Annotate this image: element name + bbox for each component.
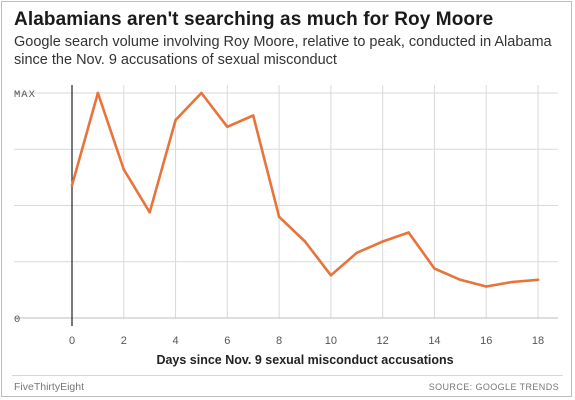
data-point bbox=[407, 231, 410, 234]
x-tick-label: 4 bbox=[172, 335, 178, 347]
x-tick-label: 0 bbox=[69, 335, 75, 347]
x-axis-title: Days since Nov. 9 sexual misconduct accu… bbox=[156, 353, 453, 367]
data-point bbox=[96, 91, 100, 95]
y-tick-label: 0 bbox=[14, 314, 21, 326]
source-label: SOURCE: GOOGLE TRENDS bbox=[428, 382, 559, 392]
brand-label: FiveThirtyEight bbox=[14, 381, 85, 393]
data-point bbox=[433, 267, 436, 270]
data-point bbox=[277, 215, 281, 219]
data-point bbox=[148, 210, 151, 214]
x-tick-label: 16 bbox=[480, 335, 492, 347]
data-point bbox=[484, 285, 488, 288]
data-point bbox=[303, 240, 307, 243]
data-point bbox=[174, 118, 177, 122]
data-point bbox=[251, 114, 255, 117]
data-point bbox=[226, 125, 229, 129]
series-line bbox=[70, 91, 540, 288]
x-tick-label: 18 bbox=[532, 335, 544, 347]
x-tick-label: 8 bbox=[276, 335, 282, 347]
chart-subtitle: Google search volume involving Roy Moore… bbox=[14, 34, 552, 68]
data-point bbox=[329, 273, 333, 277]
data-point bbox=[510, 280, 514, 284]
x-tick-label: 14 bbox=[428, 335, 440, 347]
data-point bbox=[381, 240, 384, 243]
x-tick-label: 6 bbox=[224, 335, 230, 347]
y-tick-label: MAX bbox=[14, 89, 36, 101]
data-point bbox=[70, 183, 74, 187]
footer-divider bbox=[12, 375, 563, 376]
data-point bbox=[536, 278, 540, 282]
data-point bbox=[200, 91, 203, 95]
data-point bbox=[122, 168, 126, 171]
data-point bbox=[459, 278, 462, 282]
x-tick-label: 10 bbox=[325, 335, 337, 347]
x-tick-label: 12 bbox=[377, 335, 389, 347]
data-point bbox=[355, 251, 359, 255]
x-tick-label: 2 bbox=[121, 335, 127, 347]
chart-title: Alabamians aren't searching as much for … bbox=[14, 9, 494, 30]
